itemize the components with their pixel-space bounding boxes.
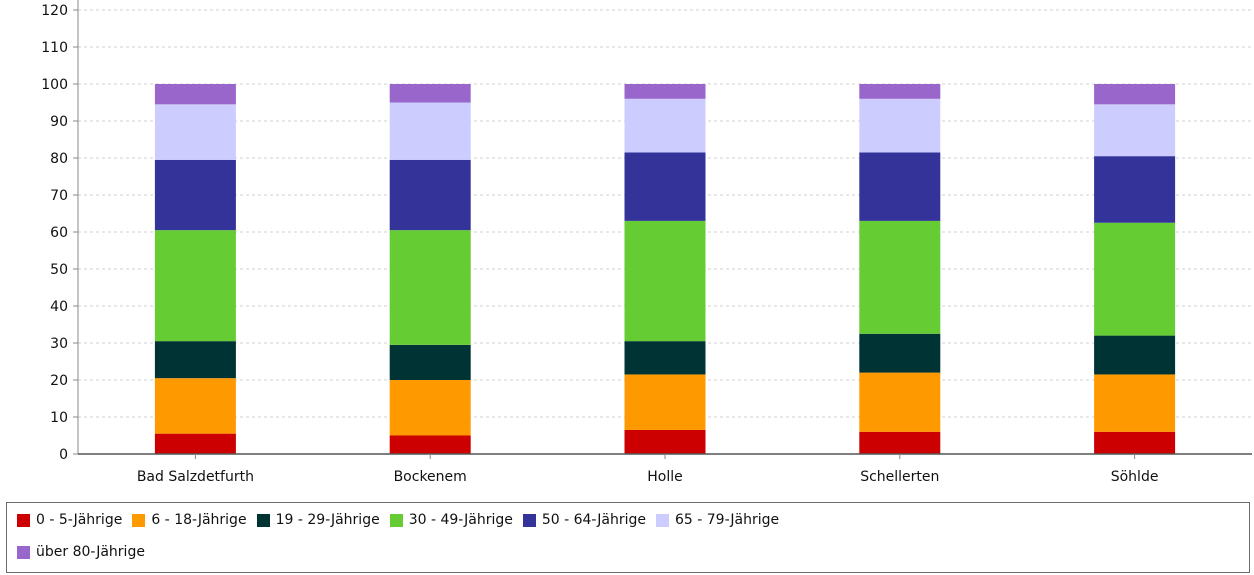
bar-segment (859, 84, 941, 99)
y-tick-label: 110 (41, 40, 68, 56)
legend-item: 50 - 64-Jährige (522, 512, 646, 528)
x-tick-label: Holle (647, 469, 683, 485)
legend-item: 65 - 79-Jährige (655, 512, 780, 528)
legend-item: über 80-Jährige (17, 544, 145, 560)
bar-stacks (154, 84, 1176, 454)
bar-segment (389, 84, 471, 103)
legend-swatch (389, 513, 403, 527)
y-tick-label: 60 (50, 225, 68, 241)
legend-label: 65 - 79-Jährige (674, 512, 780, 528)
legend-row: 0 - 5-Jährige 6 - 18-Jährige 19 - 29-Jähri… (17, 512, 789, 528)
legend-item: 30 - 49-Jährige (389, 512, 513, 528)
bar-segment (624, 84, 706, 99)
legend-swatch (655, 513, 669, 527)
bar-segment (1094, 156, 1176, 223)
stacked-bar-chart: 0 10 20 30 40 50 60 70 80 90 100 110 120 Bad Salzdetf… (41, 0, 1252, 485)
x-tick-label: Schellerten (860, 469, 939, 485)
x-tick-label: Bad Salzdetfurth (137, 469, 254, 485)
bar-segment (389, 102, 471, 160)
bar-segment (1094, 222, 1176, 336)
legend-label: 19 - 29-Jährige (275, 512, 380, 528)
bar-segment (624, 220, 706, 342)
bar-segment (1094, 431, 1176, 454)
legend-item: 19 - 29-Jährige (256, 512, 380, 528)
bar-segment (1094, 374, 1176, 432)
bar-segment (154, 84, 236, 105)
y-tick-label: 0 (59, 447, 68, 463)
bar-segment (859, 98, 941, 153)
legend-item: 6 - 18-Jährige (132, 512, 247, 528)
y-tick-label: 80 (50, 151, 68, 167)
y-tick-label: 30 (50, 336, 68, 352)
bar-segment (389, 435, 471, 454)
y-tick-label: 20 (50, 373, 68, 389)
bar-segment (154, 104, 236, 160)
y-tick-label: 10 (50, 410, 68, 426)
bar-segment (624, 98, 706, 153)
bar-segment (154, 230, 236, 342)
bar-segment (624, 374, 706, 430)
bar-segment (154, 159, 236, 231)
x-tick-label: Bockenem (394, 469, 467, 485)
legend-swatch (17, 513, 30, 527)
bar-segment (1094, 84, 1176, 105)
y-tick-label: 90 (50, 114, 68, 130)
legend: 0 - 5-Jährige 6 - 18-Jährige 19 - 29-Jähri… (6, 502, 1250, 573)
bar-segment (389, 344, 471, 380)
bar-segment (1094, 104, 1176, 157)
bar-segment (389, 230, 471, 345)
bar-segment (154, 341, 236, 379)
bar-segment (1094, 335, 1176, 375)
bar-segment (389, 380, 471, 436)
bar-segment (154, 433, 236, 454)
bar-segment (859, 220, 941, 334)
x-tick-label: Söhlde (1111, 469, 1159, 485)
y-tick-label: 100 (41, 77, 68, 93)
legend-swatch (522, 513, 536, 527)
legend-item: 0 - 5-Jährige (17, 512, 122, 528)
bar-segment (624, 152, 706, 221)
legend-label: 6 - 18-Jährige (151, 512, 247, 528)
legend-label: 0 - 5-Jährige (36, 512, 123, 528)
bar-segment (154, 378, 236, 434)
grid-lines (78, 9, 1252, 418)
legend-swatch (256, 513, 270, 527)
bar-segment (859, 152, 941, 221)
bar-segment (859, 431, 941, 454)
bar-segment (389, 159, 471, 231)
y-tick-label: 120 (41, 3, 68, 19)
axes: 0 10 20 30 40 50 60 70 80 90 100 110 120 Bad Salzdetf… (41, 0, 1252, 485)
bar-segment (624, 341, 706, 375)
y-tick-label: 40 (50, 299, 68, 315)
legend-row: über 80-Jährige (17, 544, 155, 560)
bar-segment (859, 333, 941, 373)
legend-label: über 80-Jährige (36, 544, 145, 560)
bar-segment (624, 429, 706, 454)
legend-label: 50 - 64-Jährige (541, 512, 646, 528)
legend-label: 30 - 49-Jährige (408, 512, 513, 528)
y-tick-label: 70 (50, 188, 68, 204)
legend-swatch (17, 545, 30, 559)
y-tick-label: 50 (50, 262, 68, 278)
bar-segment (859, 372, 941, 432)
legend-swatch (132, 513, 146, 527)
